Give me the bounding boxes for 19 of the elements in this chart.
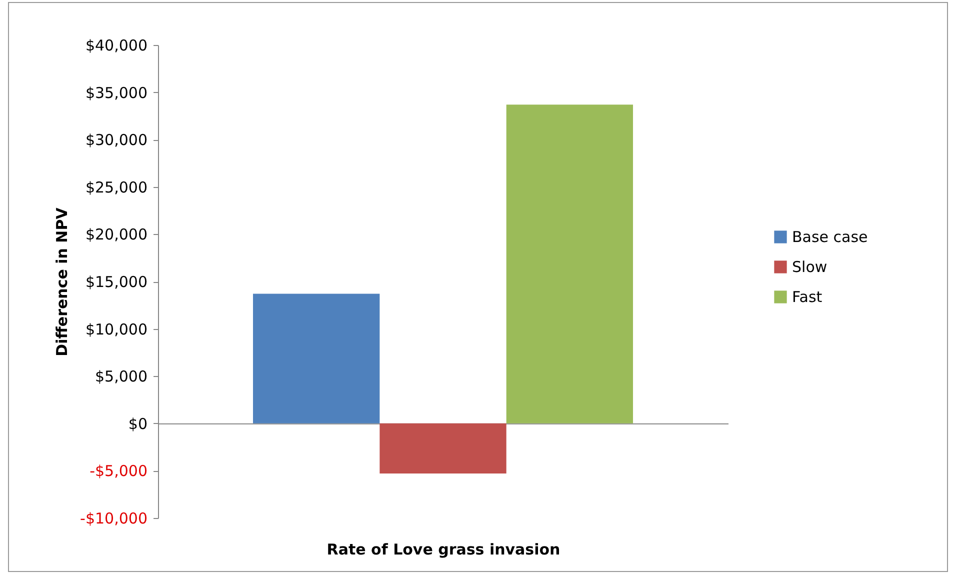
x-axis-title: Rate of Love grass invasion bbox=[326, 540, 560, 558]
y-axis-title: Difference in NPV bbox=[53, 207, 72, 356]
y-tick-label: -$10,000 bbox=[80, 510, 148, 528]
bar bbox=[506, 104, 633, 424]
legend-label: Slow bbox=[792, 258, 828, 276]
legend-label: Fast bbox=[792, 288, 822, 306]
y-tick-label: $30,000 bbox=[85, 131, 148, 150]
y-tick-label: -$5,000 bbox=[90, 462, 148, 480]
y-tick-label: $35,000 bbox=[85, 84, 148, 102]
y-tick-label: $15,000 bbox=[85, 273, 148, 291]
y-tick-label: $10,000 bbox=[85, 320, 148, 338]
bar bbox=[253, 294, 380, 424]
y-tick-label: $25,000 bbox=[85, 178, 148, 196]
y-tick-label: $0 bbox=[128, 414, 148, 433]
legend-label: Base case bbox=[792, 228, 868, 246]
y-tick-label: $20,000 bbox=[85, 226, 148, 244]
bar bbox=[380, 423, 506, 474]
y-tick-label: $40,000 bbox=[85, 36, 148, 54]
y-tick-label: $5,000 bbox=[95, 368, 148, 386]
